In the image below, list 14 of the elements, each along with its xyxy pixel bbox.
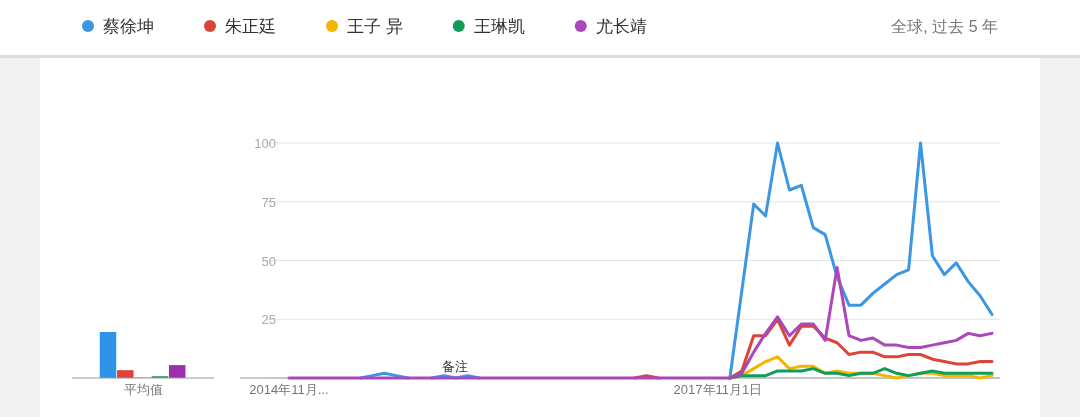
legend-label: 尤长靖 bbox=[595, 17, 647, 36]
chart-subtitle: 全球, 过去 5 年 bbox=[891, 18, 998, 35]
x-tick-label: 平均值 bbox=[123, 382, 163, 397]
y-tick-label: 25 bbox=[261, 312, 276, 328]
x-tick-label: 2017年11月1日 bbox=[673, 382, 763, 397]
y-tick-label: 75 bbox=[261, 194, 276, 210]
legend-label: 王琳凯 bbox=[473, 17, 525, 36]
annotation: 备注 bbox=[442, 359, 468, 374]
x-tick-label: 2014年11月... bbox=[249, 382, 329, 397]
y-tick-label: 100 bbox=[254, 136, 276, 151]
legend-label: 王子 异 bbox=[347, 17, 403, 36]
y-tick-label: 50 bbox=[261, 253, 276, 269]
legend-label: 蔡徐坤 bbox=[103, 17, 154, 36]
legend-label: 朱正廷 bbox=[225, 17, 276, 36]
